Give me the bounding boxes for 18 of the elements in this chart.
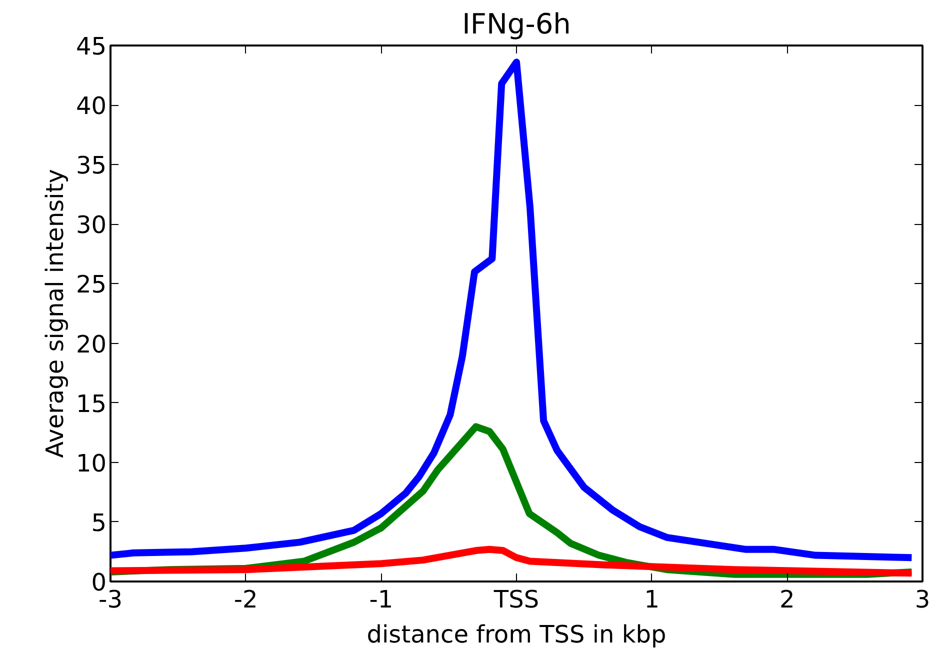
y-tick-label: 25 [76, 270, 107, 299]
x-tick-label: -1 [369, 586, 394, 614]
y-tick-label: 30 [76, 211, 107, 240]
y-tick-label: 45 [76, 32, 107, 60]
y-tick-label: 15 [76, 390, 107, 418]
y-axis-title: Average signal intensity [40, 169, 69, 458]
x-tick-label: 3 [914, 586, 930, 614]
x-tick-label: TSS [492, 586, 540, 614]
x-tick-label: 2 [780, 586, 795, 614]
x-tick-label: -2 [234, 586, 258, 614]
y-tick-label: 10 [76, 449, 107, 478]
x-axis-title: distance from TSS in kbp [366, 620, 666, 648]
x-tick-label: 1 [644, 586, 660, 614]
y-tick-label: 40 [76, 92, 107, 120]
y-tick-label: 35 [76, 152, 107, 180]
y-tick-label: 20 [76, 330, 107, 358]
chart-title: IFNg-6h [462, 8, 571, 40]
y-tick-label: 5 [91, 508, 107, 537]
